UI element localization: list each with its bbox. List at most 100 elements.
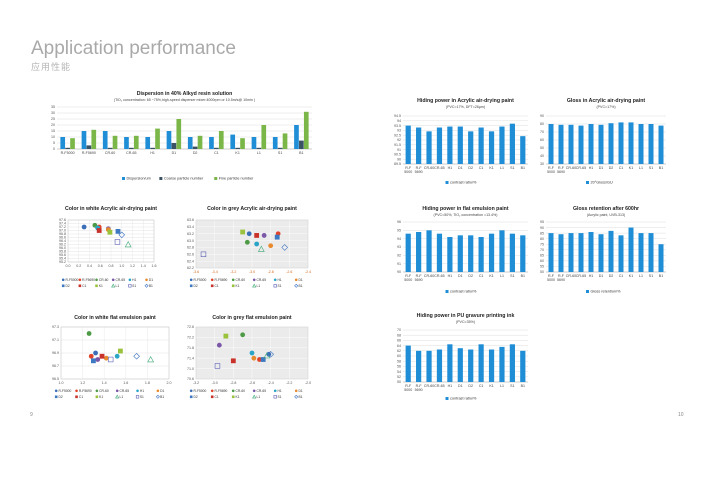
- bar-hiding_emulsion-7-0: [478, 237, 484, 272]
- x-tick-label: 1.8: [145, 381, 150, 385]
- y-tick-label: 60: [397, 354, 401, 358]
- legend-marker: [78, 278, 82, 282]
- x-tick-label: CR-60: [424, 384, 434, 388]
- y-tick-label: 96.8: [59, 232, 66, 236]
- plot-frame: [67, 219, 155, 263]
- legend-label: C1: [82, 284, 86, 288]
- bar-hiding_emulsion-8-0: [488, 233, 495, 272]
- x-tick-label: S1: [510, 274, 514, 278]
- x-tick-label: 5690: [415, 170, 423, 174]
- point-color_white_acrylic-S1: [114, 239, 121, 245]
- point-color_grey_emulsion-R-F5000: [266, 351, 272, 357]
- y-tick-label: 97.0: [59, 229, 66, 233]
- point-color_grey_acrylic-K1: [240, 229, 246, 235]
- legend-marker: [210, 284, 214, 288]
- bar-gloss_retention-5-0: [598, 234, 604, 272]
- legend-marker: [273, 278, 277, 282]
- legend-label: L1: [257, 395, 261, 399]
- legend-marker: [144, 283, 149, 288]
- legend-marker: [95, 278, 98, 282]
- x-tick-label: CR-65: [434, 274, 444, 278]
- chart-title: Gloss retention after 600hr: [573, 206, 639, 212]
- legend-marker: [145, 278, 148, 282]
- legend-marker: [135, 395, 140, 399]
- legend-marker: [128, 284, 132, 288]
- point-color_grey_emulsion-CR-60: [240, 332, 246, 338]
- legend-label: K1: [236, 284, 240, 288]
- x-tick-label: K1: [629, 274, 633, 278]
- y-tick-label: 70: [540, 130, 544, 134]
- y-tick-label: 60: [540, 259, 544, 263]
- y-tick-label: 93.5: [394, 124, 401, 128]
- x-tick-label: 0.8: [109, 264, 114, 268]
- bar-hiding_emulsion-6-0: [468, 235, 474, 272]
- point-color_grey_acrylic-R-F5000: [246, 231, 252, 237]
- bar-hiding_emulsion-1-0: [416, 232, 422, 272]
- x-tick-label: S1: [649, 166, 653, 170]
- point-color_white_emulsion-CR-65: [95, 357, 101, 362]
- bar-gloss_retention-6-0: [608, 230, 614, 272]
- legend-label: H1: [278, 389, 282, 393]
- bar-dispersion-1-0: [81, 131, 87, 149]
- x-tick-label: D2: [193, 151, 198, 155]
- y-tick-label: 94: [397, 119, 401, 123]
- legend-marker: [252, 283, 257, 288]
- x-tick-label: D2: [468, 274, 473, 278]
- legend-marker: [210, 395, 214, 399]
- legend-label: K1: [236, 395, 240, 399]
- bar-dispersion-3-0: [124, 137, 129, 149]
- point-color_white_acrylic-D2: [115, 228, 121, 234]
- x-tick-label: B1: [521, 166, 525, 170]
- x-tick-label: L1: [639, 274, 643, 278]
- y-tick-label: 20: [51, 123, 55, 127]
- legend-marker: [75, 389, 78, 393]
- legend-marker: [273, 284, 277, 288]
- x-tick-label: CR-65: [576, 166, 586, 170]
- x-tick-label: B1: [659, 166, 663, 170]
- bar-hiding_acrylic-0-0: [405, 125, 411, 164]
- bar-dispersion-3-1: [129, 147, 134, 149]
- x-tick-label: D1: [458, 384, 463, 388]
- x-tick-label: D2: [468, 384, 473, 388]
- x-tick-label: B1: [299, 151, 303, 155]
- point-color_grey_emulsion-C1: [230, 358, 236, 364]
- bar-dispersion-0-0: [60, 137, 66, 149]
- point-color_grey_acrylic-H1: [254, 241, 260, 247]
- bar-hiding_ink-9-0: [499, 346, 505, 382]
- point-color_white_emulsion-D1: [103, 355, 109, 361]
- legend-label: C1: [215, 395, 219, 399]
- y-tick-label: 97.3: [52, 325, 59, 329]
- x-tick-label: C1: [619, 166, 624, 170]
- bar-gloss_retention-2-0: [568, 233, 574, 272]
- x-tick-label: K1: [489, 384, 493, 388]
- bar-dispersion-10-2: [282, 133, 288, 149]
- legend-label: S1: [278, 284, 282, 288]
- legend-label: CR-60: [236, 389, 246, 393]
- legend-label: L1: [120, 395, 124, 399]
- bar-dispersion-5-1: [171, 143, 177, 149]
- x-tick-label: S1: [649, 274, 653, 278]
- y-tick-label: 35: [51, 105, 55, 109]
- bar-gloss_retention-4-0: [588, 232, 594, 272]
- point-color_grey_emulsion-R-F5690: [257, 357, 262, 362]
- chart-title: Gloss in Acrylic air-drying paint: [567, 98, 645, 104]
- point-color_grey_acrylic-D2: [274, 234, 280, 240]
- x-tick-label: R-F5690: [82, 151, 96, 155]
- y-tick-label: 30: [51, 111, 55, 115]
- x-tick-label: R-F: [558, 166, 565, 170]
- legend-marker: [294, 283, 299, 288]
- bar-gloss_acrylic-8-0: [628, 122, 634, 164]
- legend-marker: [294, 389, 298, 393]
- bar-gloss_acrylic-0-0: [548, 124, 554, 164]
- legend-label: B1: [160, 395, 164, 399]
- point-color_white_emulsion-S1: [107, 356, 114, 363]
- legend-label: L1: [257, 284, 261, 288]
- x-tick-label: 5000: [404, 278, 412, 282]
- x-tick-label: -2.4: [268, 381, 274, 385]
- point-color_white_emulsion-CR-60: [86, 331, 92, 336]
- chart-title: Color in grey flat emulsion paint: [212, 315, 292, 321]
- legend-label: R-F5690: [79, 389, 92, 393]
- point-color_white_acrylic-L1: [124, 240, 132, 248]
- legend-label: CR-65: [116, 278, 126, 282]
- y-tick-label: 54: [397, 370, 401, 374]
